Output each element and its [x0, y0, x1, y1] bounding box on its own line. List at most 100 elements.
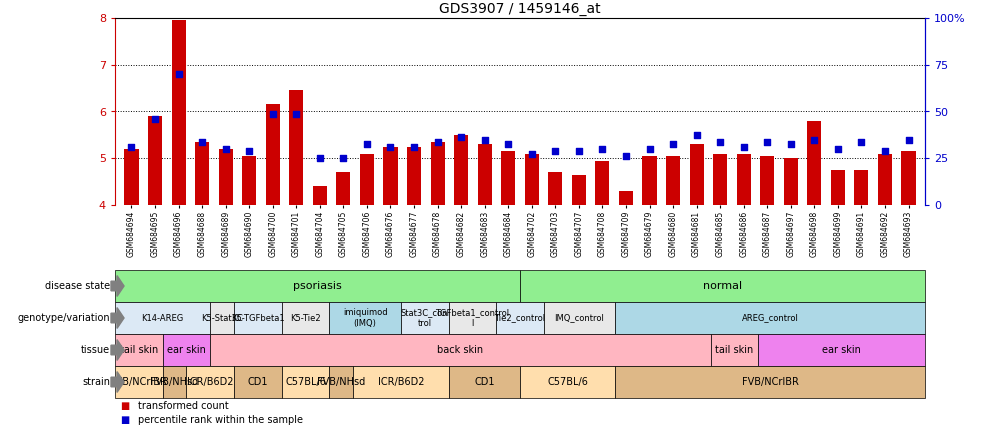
Text: K5-Tie2: K5-Tie2 [290, 313, 321, 322]
Point [641, 145, 657, 152]
Point [335, 155, 351, 162]
Text: tail skin: tail skin [714, 345, 753, 355]
Text: K5-Stat3C: K5-Stat3C [201, 313, 242, 322]
Bar [854, 170, 868, 205]
Point [217, 145, 233, 152]
Text: ■: ■ [120, 401, 129, 411]
Bar [454, 135, 468, 205]
Point [547, 148, 563, 155]
Point [500, 141, 516, 148]
Text: TGFbeta1_control
l: TGFbeta1_control l [435, 308, 509, 328]
Bar [548, 172, 562, 205]
Point [429, 139, 445, 146]
Text: FVB/NHsd: FVB/NHsd [150, 377, 198, 387]
Text: GDS3907 / 1459146_at: GDS3907 / 1459146_at [439, 2, 600, 16]
Bar [289, 91, 303, 205]
Point [594, 145, 610, 152]
Text: K14-AREG: K14-AREG [141, 313, 183, 322]
Bar [524, 154, 538, 205]
Text: tail skin: tail skin [119, 345, 157, 355]
Text: CD1: CD1 [474, 377, 494, 387]
Point [123, 143, 139, 150]
Bar [430, 142, 444, 205]
Point [570, 148, 586, 155]
Point [406, 143, 422, 150]
Text: psoriasis: psoriasis [293, 281, 342, 291]
Bar [477, 144, 491, 205]
Text: ICR/B6D2: ICR/B6D2 [378, 377, 424, 387]
Text: K5-TGFbeta1: K5-TGFbeta1 [230, 313, 285, 322]
Point [900, 136, 916, 143]
Point [523, 150, 539, 157]
Text: genotype/variation: genotype/variation [17, 313, 110, 323]
Text: strain: strain [82, 377, 110, 387]
Bar [665, 156, 679, 205]
Bar [336, 172, 350, 205]
Point [382, 143, 398, 150]
Text: C57BL/6: C57BL/6 [547, 377, 587, 387]
Bar [830, 170, 844, 205]
Point [240, 148, 257, 155]
Point [829, 145, 845, 152]
Point [664, 141, 680, 148]
Bar [595, 161, 609, 205]
Point [853, 139, 869, 146]
Bar [148, 116, 162, 205]
Bar [407, 147, 421, 205]
Text: AREG_control: AREG_control [740, 313, 798, 322]
Bar [877, 154, 891, 205]
Bar [501, 151, 515, 205]
Bar [313, 186, 327, 205]
Text: ICR/B6D2: ICR/B6D2 [186, 377, 233, 387]
Point [476, 136, 492, 143]
Text: ear skin: ear skin [167, 345, 205, 355]
Point [734, 143, 750, 150]
Point [147, 115, 163, 122]
Bar [194, 142, 209, 205]
Text: Tie2_control: Tie2_control [494, 313, 545, 322]
Point [782, 141, 798, 148]
Bar [360, 154, 374, 205]
Text: percentile rank within the sample: percentile rank within the sample [138, 415, 303, 425]
Point [759, 139, 775, 146]
Bar [642, 156, 656, 205]
Point [194, 139, 210, 146]
Text: IMQ_control: IMQ_control [554, 313, 604, 322]
Text: ear skin: ear skin [822, 345, 860, 355]
Bar [688, 144, 703, 205]
Text: C57BL/6: C57BL/6 [285, 377, 326, 387]
Text: Stat3C_con
trol: Stat3C_con trol [401, 308, 448, 328]
Bar [618, 191, 632, 205]
Point [806, 136, 822, 143]
Text: normal: normal [702, 281, 741, 291]
Bar [266, 104, 280, 205]
Point [617, 152, 633, 159]
Bar [735, 154, 750, 205]
Text: FVB/NCrIBR: FVB/NCrIBR [740, 377, 798, 387]
Point [711, 139, 727, 146]
Bar [218, 149, 232, 205]
Bar [571, 174, 585, 205]
Text: FVB/NHsd: FVB/NHsd [317, 377, 365, 387]
Text: transformed count: transformed count [138, 401, 228, 411]
Bar [901, 151, 915, 205]
Bar [807, 121, 821, 205]
Bar [171, 20, 185, 205]
Bar [712, 154, 726, 205]
Bar [241, 156, 257, 205]
Bar [124, 149, 138, 205]
Point [265, 110, 281, 117]
Point [312, 155, 328, 162]
Point [170, 71, 186, 78]
Point [453, 134, 469, 141]
Text: FVB/NCrIBR: FVB/NCrIBR [110, 377, 167, 387]
Bar [783, 158, 797, 205]
Point [359, 141, 375, 148]
Text: CD1: CD1 [247, 377, 268, 387]
Point [688, 131, 704, 139]
Text: imiquimod
(IMQ): imiquimod (IMQ) [343, 308, 387, 328]
Text: ■: ■ [120, 415, 129, 425]
Bar [760, 156, 774, 205]
Point [288, 110, 304, 117]
Bar [383, 147, 397, 205]
